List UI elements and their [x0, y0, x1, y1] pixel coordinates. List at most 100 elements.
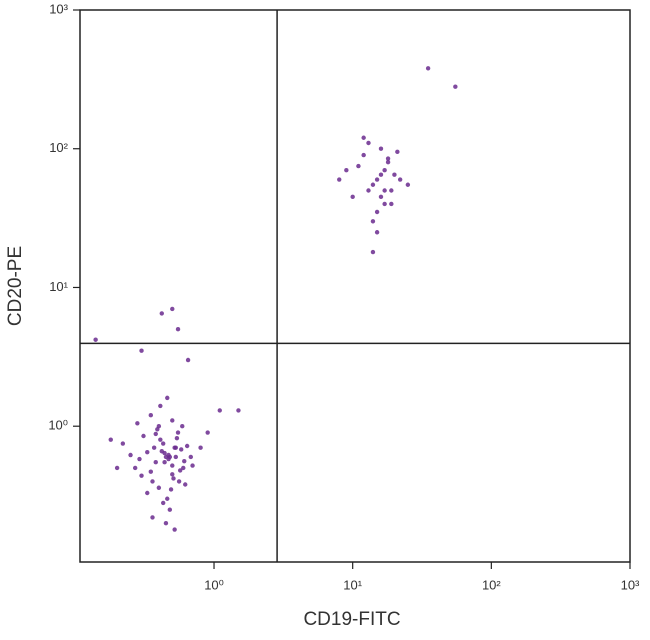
event-dot: [167, 454, 173, 460]
event-dot: [370, 182, 376, 187]
event-dot: [179, 447, 184, 452]
event-dot: [120, 441, 126, 446]
event-dot: [114, 465, 120, 471]
event-dot: [374, 209, 380, 215]
y-tick-label: 10⁰: [48, 418, 68, 433]
event-dot: [389, 188, 394, 193]
event-dot: [145, 490, 150, 496]
event-dot: [217, 408, 222, 413]
event-dot: [150, 479, 155, 484]
event-dot: [172, 527, 177, 532]
event-dot: [167, 507, 173, 512]
event-dot: [158, 437, 163, 442]
event-dot: [173, 454, 178, 460]
event-dot: [350, 194, 355, 200]
event-dot: [181, 465, 186, 471]
event-dot: [453, 84, 458, 89]
event-dot: [366, 188, 371, 193]
event-dot: [163, 520, 169, 526]
event-dot: [162, 460, 167, 465]
event-dot: [188, 454, 194, 460]
event-dot: [190, 463, 195, 468]
x-tick-label: 10⁰: [204, 577, 224, 592]
event-dot: [389, 201, 394, 207]
event-dot: [205, 430, 210, 435]
event-dot: [170, 306, 175, 312]
event-dot: [185, 357, 191, 363]
event-dot: [168, 487, 174, 492]
x-tick-label: 10²: [482, 577, 501, 592]
event-dot: [156, 485, 162, 490]
event-dot: [93, 337, 98, 342]
event-dot: [385, 159, 391, 165]
event-dot: [153, 431, 158, 437]
event-dot: [135, 421, 140, 426]
event-dot: [374, 230, 380, 235]
event-dot: [148, 469, 154, 474]
event-dot: [170, 463, 175, 468]
event-dot: [170, 472, 175, 477]
event-dot: [337, 177, 342, 182]
event-dot: [382, 201, 387, 207]
event-dot: [361, 135, 366, 140]
event-dot: [198, 445, 203, 450]
event-dot: [165, 395, 170, 401]
event-dot: [141, 433, 146, 439]
event-dot: [128, 452, 133, 458]
event-dot: [378, 194, 384, 200]
event-dot: [170, 418, 175, 423]
event-dot: [378, 146, 384, 151]
event-dot: [374, 177, 380, 182]
event-dot: [139, 473, 144, 478]
event-dot: [158, 403, 163, 409]
y-axis-title: CD20-PE: [5, 246, 26, 326]
event-dot: [161, 500, 166, 506]
event-dot: [174, 435, 180, 441]
event-dot: [180, 424, 185, 429]
y-tick-label: 10¹: [49, 279, 68, 294]
event-dot: [150, 515, 155, 520]
x-tick-label: 10³: [621, 577, 640, 592]
event-dot: [370, 219, 376, 224]
event-dot: [153, 460, 158, 465]
event-dot: [162, 450, 167, 456]
event-dot: [356, 163, 361, 169]
event-dot: [177, 468, 183, 473]
event-dot: [405, 182, 411, 187]
event-dot: [344, 168, 349, 173]
event-dot: [425, 66, 431, 71]
event-dot: [392, 172, 397, 177]
event-dot: [155, 427, 160, 432]
event-dot: [175, 430, 181, 435]
event-dot: [395, 149, 400, 155]
event-dot: [370, 249, 376, 255]
x-axis-title: CD19-FITC: [303, 609, 400, 630]
event-dot: [176, 479, 182, 484]
event-dot: [184, 443, 190, 449]
event-dot: [137, 456, 142, 462]
event-dot: [182, 458, 187, 464]
event-dot: [148, 413, 154, 418]
event-dot: [139, 348, 144, 353]
event-dot: [361, 152, 366, 158]
y-tick-label: 10²: [49, 140, 68, 155]
x-tick-label: 10¹: [343, 577, 362, 592]
event-dot: [108, 437, 113, 442]
plot-frame: [79, 9, 631, 563]
event-dot: [171, 476, 176, 481]
event-dot: [385, 156, 391, 161]
event-dot: [161, 441, 166, 446]
event-dot: [183, 482, 188, 487]
event-dot: [397, 177, 403, 182]
event-dot: [236, 408, 241, 413]
event-dot: [378, 172, 384, 177]
event-dot: [132, 465, 138, 471]
event-dot: [145, 449, 150, 455]
event-dot: [382, 188, 387, 193]
event-dot: [151, 445, 157, 450]
event-dot: [382, 168, 387, 173]
event-dot: [165, 496, 170, 501]
event-dot: [366, 140, 371, 146]
